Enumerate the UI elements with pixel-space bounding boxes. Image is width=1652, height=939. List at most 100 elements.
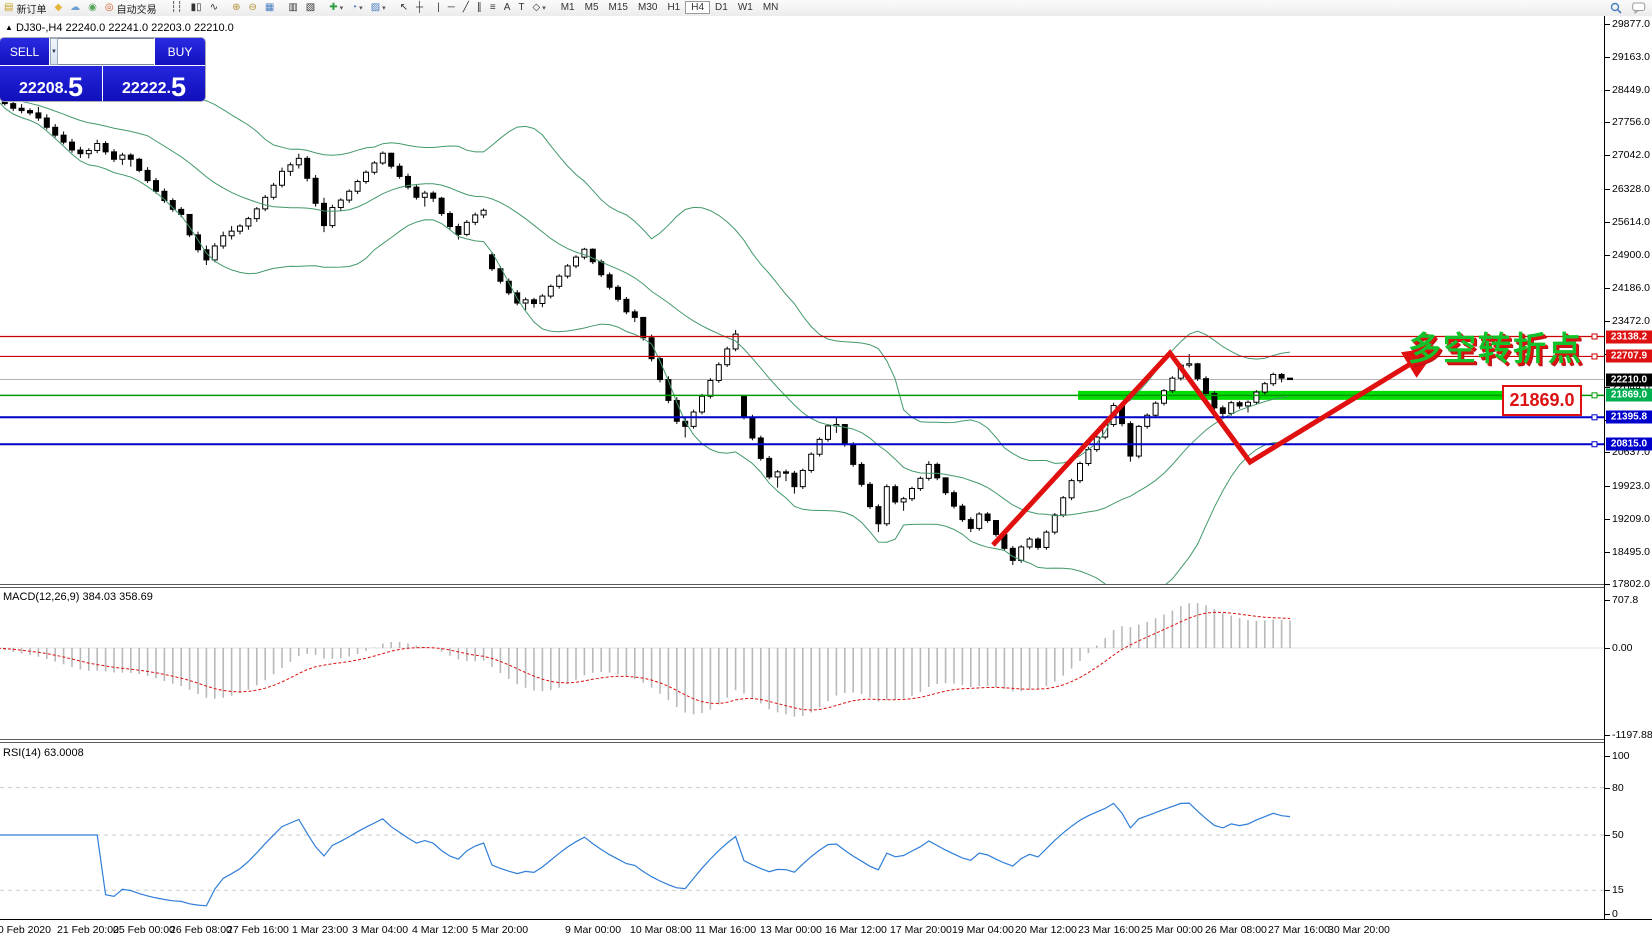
timeframe-mn[interactable]: MN	[762, 2, 779, 13]
period-clock-icon[interactable]: ◔ ▾	[347, 1, 367, 15]
tick-mark	[1605, 188, 1610, 190]
time-label: 4 Mar 12:00	[412, 924, 469, 936]
channel-icon[interactable]: ∥	[473, 1, 486, 15]
sell-price[interactable]: 22208. 5	[0, 66, 103, 101]
price-tag[interactable]: 23138.2	[1606, 330, 1652, 343]
timeframe-m30[interactable]: M30	[637, 2, 658, 13]
vertical-line-icon[interactable]: |	[433, 1, 444, 15]
chevron-down-icon: ▾	[339, 5, 344, 12]
chat-icon[interactable]	[1632, 2, 1646, 14]
fibonacci-icon: ≡	[489, 2, 496, 13]
macd-pane[interactable]: MACD(12,26,9) 384.03 358.69	[0, 588, 1604, 739]
text-icon[interactable]: A	[500, 1, 515, 15]
new-order-button[interactable]: ▤ 新订单	[0, 1, 50, 16]
shapes-icon[interactable]: ◇ ▾	[529, 1, 550, 15]
auto-arrange-icon[interactable]: ▥	[284, 1, 301, 15]
rsi-pane[interactable]: RSI(14) 63.0008	[0, 743, 1604, 919]
cursor-icon: ↖	[399, 2, 409, 13]
tick-mark	[1605, 221, 1610, 223]
time-label: 13 Mar 00:00	[760, 924, 822, 936]
chevron-down-icon: ▾	[359, 5, 363, 12]
trendline-icon[interactable]: ╱	[459, 1, 473, 15]
timeframe-m1[interactable]: M1	[560, 2, 575, 13]
arrange-windows-icon[interactable]: ▧	[302, 1, 319, 15]
price-tag[interactable]: 21395.8	[1606, 410, 1652, 424]
price-tag[interactable]: 20815.0	[1606, 437, 1652, 451]
rsi-tick: 50	[1612, 829, 1624, 841]
timeframe-m15[interactable]: M15	[608, 2, 628, 13]
line-chart-icon[interactable]: ∿	[206, 1, 222, 15]
price-tag[interactable]: 22707.9	[1606, 349, 1652, 363]
horizontal-line-icon[interactable]: ─	[444, 1, 459, 15]
tick-mark	[1605, 485, 1610, 487]
sell-price-main: 22208.	[19, 80, 68, 97]
time-label: 27 Mar 16:00	[1268, 924, 1330, 936]
candles-layer	[1, 92, 1293, 566]
template-icon[interactable]: ▨ ▾	[367, 1, 390, 15]
zoom-out-icon[interactable]: ⊖	[244, 1, 260, 15]
time-label: 3 Mar 04:00	[352, 924, 409, 936]
tick-mark	[1605, 600, 1610, 601]
signals-icon[interactable]: ◉	[84, 1, 101, 15]
candlestick-chart-icon[interactable]: ▮▯	[187, 1, 206, 15]
pane-divider[interactable]	[0, 584, 1652, 588]
tick-mark	[1605, 890, 1610, 892]
buy-price[interactable]: 22222. 5	[103, 66, 205, 101]
community-icon[interactable]: ☁	[66, 1, 84, 15]
price-tag[interactable]: 22210.0	[1606, 373, 1652, 387]
volume-decrease-button[interactable]: ▼	[50, 38, 58, 65]
timeframe-d1[interactable]: D1	[715, 2, 728, 13]
tick-mark	[1605, 321, 1610, 323]
new-order-button-label: 新订单	[16, 4, 47, 16]
buy-price-big-digit: 5	[170, 72, 186, 101]
fibonacci-icon[interactable]: ≡	[486, 1, 500, 15]
main-chart-pane[interactable]: ▲ DJ30-,H4 22240.0 22241.0 22203.0 22210…	[0, 16, 1604, 584]
tick-mark	[1605, 914, 1610, 915]
sell-button[interactable]: SELL	[0, 38, 50, 65]
timeframe-h1[interactable]: H1	[667, 2, 681, 13]
auto-arrange-icon: ▥	[288, 2, 298, 13]
zoom-in-icon: ⊕	[232, 2, 241, 13]
tick-mark	[1605, 155, 1610, 157]
rsi-tick: 100	[1612, 750, 1630, 762]
timeframe-toolbar: M1 M5 M15 M30 H1 H4 D1 W1 MN	[556, 1, 784, 15]
price-tick: 25614.0	[1612, 215, 1650, 228]
search-icon[interactable]	[1610, 2, 1622, 14]
price-tick: 17802.0	[1612, 577, 1650, 590]
time-label: 17 Mar 20:00	[890, 924, 952, 936]
tile-windows-icon[interactable]: ▦	[261, 1, 278, 15]
timeframe-m5[interactable]: M5	[584, 2, 599, 13]
turning-point-annotation[interactable]: 多空转折点	[1408, 330, 1583, 367]
macd-tick: -1197.88	[1612, 729, 1652, 741]
price-tick: 19923.0	[1612, 479, 1650, 492]
price-axis[interactable]: 29877.0 29163.0 28449.0 27756.0 27042.0 26328…	[1604, 16, 1652, 920]
timeframe-w1[interactable]: W1	[737, 2, 753, 13]
shapes-icon: ◇	[532, 2, 541, 13]
zoom-in-icon[interactable]: ⊕	[228, 1, 244, 15]
cursor-icon[interactable]: ↖	[396, 1, 412, 15]
price-tick: 19209.0	[1612, 512, 1650, 525]
collapse-icon[interactable]: ▲	[5, 23, 13, 32]
time-label: 19 Mar 04:00	[952, 924, 1014, 936]
market-watch-icon[interactable]: ◆	[50, 1, 66, 15]
autotrading-button: ◎	[104, 2, 114, 13]
macd-tick: 0.00	[1612, 642, 1633, 654]
pane-divider[interactable]	[0, 739, 1652, 743]
new-order-button: ▤	[4, 2, 14, 13]
time-label: 27 Feb 16:00	[227, 924, 289, 936]
add-indicator-icon[interactable]: ✚ ▾	[325, 1, 347, 15]
tick-mark	[1605, 452, 1610, 454]
timeframe-h4[interactable]: H4	[685, 1, 711, 14]
time-label: 25 Mar 00:00	[1141, 924, 1203, 936]
tile-windows-icon: ▦	[264, 2, 275, 13]
label-icon[interactable]: T	[514, 1, 528, 15]
bar-chart-icon: ┆┆	[170, 2, 183, 13]
price-callout-box[interactable]: 21869.0	[1502, 385, 1582, 416]
line-anchor-marker	[1591, 353, 1598, 360]
autotrading-button[interactable]: ◎ 自动交易	[101, 1, 161, 16]
bar-chart-icon[interactable]: ┆┆	[167, 1, 187, 15]
buy-button[interactable]: BUY	[154, 38, 205, 65]
crosshair-icon[interactable]: ┼	[412, 1, 427, 15]
price-tag[interactable]: 21869.0	[1606, 388, 1652, 402]
